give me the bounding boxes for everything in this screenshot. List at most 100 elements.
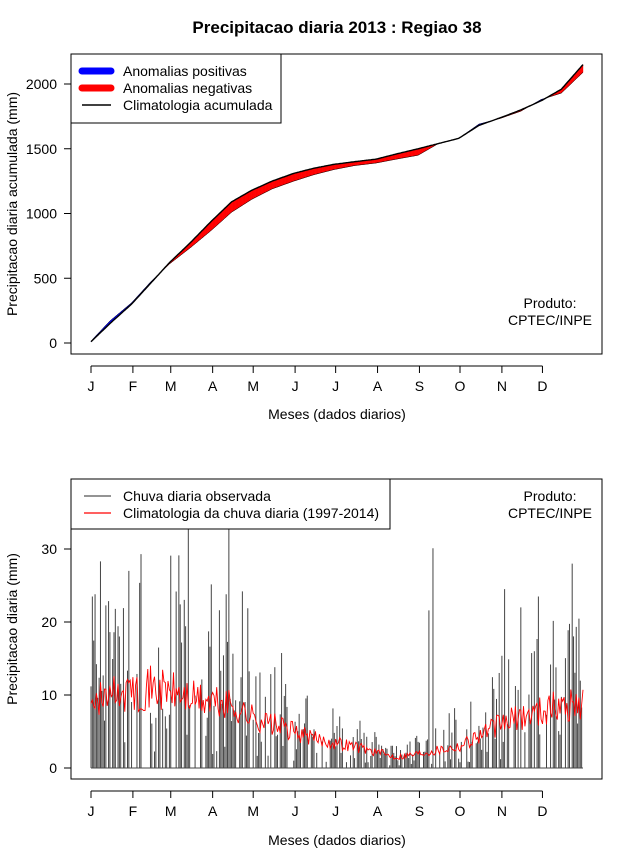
x-tick-label: D [537, 803, 547, 819]
anomaly-negative-segment [267, 182, 270, 192]
bottom-legend: Chuva diaria observada Climatologia da c… [70, 478, 391, 530]
anomaly-negative-segment [258, 186, 261, 197]
anomaly-negative-segment [321, 166, 324, 173]
anomaly-negative-segment [269, 181, 271, 191]
x-tick-label: A [208, 803, 218, 819]
x-tick-label: M [247, 378, 259, 394]
y-tick-label: 2000 [26, 76, 57, 92]
y-tick-label: 20 [41, 614, 57, 630]
anomaly-negative-segment [303, 170, 305, 179]
x-tick-label: J [332, 378, 339, 394]
anomaly-negative-segment [289, 174, 292, 183]
anomaly-negative-segment [290, 173, 293, 183]
x-tick-label: M [247, 803, 259, 819]
x-tick-label: N [497, 803, 507, 819]
bottom-legend-box [70, 478, 391, 530]
x-tick-label: O [455, 803, 466, 819]
anomaly-negative-segment [312, 167, 315, 176]
anomaly-negative-segment [251, 189, 254, 200]
product-line-1: Produto: [524, 488, 577, 504]
daily-panel: 0 10 20 30 J F M A M J J A S O N D Precipitacao diaria… [4, 478, 603, 848]
anomaly-negative-segment [271, 180, 274, 190]
anomaly-negative-segment [284, 175, 286, 185]
chart-title: Precipitacao diaria 2013 : Regiao 38 [192, 18, 481, 37]
x-tick-label: S [415, 378, 424, 394]
anomaly-negative-segment [278, 177, 281, 187]
bottom-y-axis-label: Precipitacao diaria (mm) [4, 553, 20, 705]
x-tick-label: F [129, 803, 138, 819]
product-line-1: Produto: [524, 295, 577, 311]
anomaly-negative-segment [309, 168, 312, 177]
anomaly-negative-segment [275, 178, 278, 188]
x-tick-label: J [292, 378, 299, 394]
product-line-2: CPTEC/INPE [508, 312, 592, 328]
top-x-axis-label: Meses (dados diarios) [268, 406, 406, 422]
top-y-axis: 0 500 1000 1500 2000 [26, 76, 72, 351]
legend-label-positive: Anomalias positivas [123, 63, 247, 79]
anomaly-negative-segment [244, 192, 247, 204]
anomaly-negative-segment [263, 183, 266, 194]
x-tick-label: A [373, 803, 383, 819]
anomaly-negative-segment [297, 171, 300, 181]
x-tick-label: J [292, 803, 299, 819]
bottom-product-label: Produto: CPTEC/INPE [508, 488, 592, 521]
anomaly-negative-segment [313, 167, 316, 175]
anomaly-negative-segment [311, 168, 313, 176]
anomaly-negative-segment [265, 183, 267, 193]
anomaly-negative-segment [282, 176, 285, 186]
anomaly-negative-segment [261, 185, 263, 195]
anomaly-negative-segment [246, 192, 248, 204]
top-legend: Anomalias positivas Anomalias negativas … [70, 53, 282, 124]
x-tick-label: M [165, 803, 177, 819]
product-line-2: CPTEC/INPE [508, 505, 592, 521]
x-tick-label: J [88, 378, 95, 394]
anomaly-negative-segment [235, 198, 238, 210]
legend-label-climatology-daily: Climatologia da chuva diaria (1997-2014) [123, 505, 379, 521]
y-tick-label: 500 [34, 270, 58, 286]
anomaly-negative-segment [247, 191, 250, 203]
anomaly-negative-segment [413, 149, 416, 157]
anomaly-negative-segment [255, 187, 258, 198]
anomaly-negative-segment [292, 173, 294, 182]
anomaly-negative-segment [317, 166, 320, 174]
top-product-label: Produto: CPTEC/INPE [508, 295, 592, 328]
x-tick-label: A [373, 378, 383, 394]
anomaly-negative-segment [280, 177, 282, 187]
x-tick-label: S [415, 803, 424, 819]
anomaly-negative-segment [243, 193, 246, 205]
bottom-x-axis-label: Meses (dados diarios) [268, 832, 406, 848]
anomaly-negative-segment [270, 180, 273, 190]
daily-observed-bars [90, 505, 583, 769]
anomaly-negative-segment [294, 172, 297, 181]
anomaly-negative-segment [240, 195, 243, 207]
anomaly-negative-segment [298, 171, 301, 180]
anomaly-negative-segment [293, 172, 296, 182]
anomaly-negative-segment [316, 167, 319, 175]
anomaly-negative-segment [277, 178, 280, 188]
y-tick-label: 10 [41, 687, 57, 703]
anomaly-negative-segment [238, 196, 240, 209]
anomaly-negative-segment [301, 170, 304, 179]
cumulative-panel: 0 500 1000 1500 2000 J F M A M J J A S O N D Precipitac… [4, 53, 603, 422]
bottom-y-axis: 0 10 20 30 [41, 541, 72, 776]
anomaly-negative-segment [254, 188, 257, 199]
anomaly-negative-segment [242, 194, 244, 206]
anomaly-negative-segment [305, 169, 308, 178]
x-tick-label: J [332, 803, 339, 819]
y-tick-label: 0 [49, 760, 57, 776]
anomaly-negative-segment [239, 196, 242, 208]
anomaly-negative-segment [288, 174, 290, 184]
anomaly-negative-segment [300, 171, 303, 180]
top-y-axis-label: Precipitacao diaria acumulada (mm) [4, 92, 20, 316]
anomaly-negative-segment [315, 167, 317, 175]
anomaly-negative-segment [296, 172, 299, 181]
anomaly-negative-segment [262, 184, 265, 195]
anomaly-negative-segment [285, 175, 288, 185]
x-tick-label: N [497, 378, 507, 394]
anomaly-negative-segment [281, 176, 284, 186]
x-tick-label: M [165, 378, 177, 394]
y-tick-label: 1000 [26, 206, 57, 222]
